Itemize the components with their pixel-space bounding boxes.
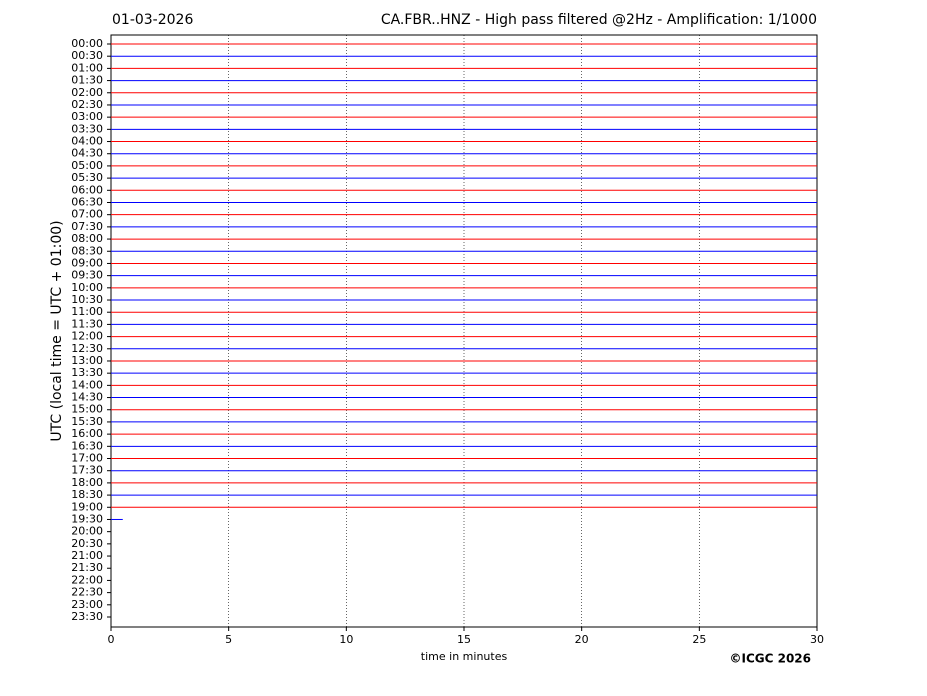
y-tick-label: 13:00 [71, 354, 103, 367]
y-axis-label: UTC (local time = UTC + 01:00) [49, 220, 65, 441]
y-tick-label: 20:00 [71, 525, 103, 538]
y-tick-label: 18:30 [71, 488, 103, 501]
y-tick-label: 11:30 [71, 317, 103, 330]
y-tick-label: 12:30 [71, 342, 103, 355]
y-tick-label: 02:30 [71, 98, 103, 111]
y-tick-label: 14:30 [71, 391, 103, 404]
y-tick-label: 11:00 [71, 305, 103, 318]
y-tick-label: 07:30 [71, 220, 103, 233]
y-tick-label: 00:30 [71, 49, 103, 62]
credit: ©ICGC 2026 [729, 652, 811, 666]
y-tick-label: 16:30 [71, 439, 103, 452]
y-tick-label: 09:30 [71, 269, 103, 282]
y-tick-label: 05:00 [71, 159, 103, 172]
y-tick-label: 10:30 [71, 293, 103, 306]
y-tick-label: 22:00 [71, 573, 103, 586]
y-tick-label: 00:00 [71, 37, 103, 50]
x-tick-label: 20 [575, 633, 589, 646]
y-tick-label: 17:30 [71, 464, 103, 477]
y-tick-label: 16:00 [71, 427, 103, 440]
y-tick-label: 06:00 [71, 183, 103, 196]
y-tick-label: 19:30 [71, 512, 103, 525]
y-tick-label: 12:00 [71, 330, 103, 343]
y-tick-label: 23:30 [71, 610, 103, 623]
chart-title: CA.FBR..HNZ - High pass filtered @2Hz - … [381, 12, 817, 28]
y-tick-label: 15:30 [71, 415, 103, 428]
y-tick-label: 19:00 [71, 500, 103, 513]
y-tick-label: 01:30 [71, 74, 103, 87]
date: 01-03-2026 [112, 12, 193, 28]
y-tick-label: 22:30 [71, 586, 103, 599]
y-tick-label: 20:30 [71, 537, 103, 550]
y-tick-label: 14:00 [71, 378, 103, 391]
x-tick-label: 15 [457, 633, 471, 646]
y-tick-label: 18:00 [71, 476, 103, 489]
y-tick-label: 17:00 [71, 452, 103, 465]
plot-frame [110, 34, 818, 628]
y-tick-label: 10:00 [71, 281, 103, 294]
y-tick-label: 05:30 [71, 171, 103, 184]
y-tick-label: 23:00 [71, 598, 103, 611]
y-tick-label: 02:00 [71, 86, 103, 99]
y-tick-label: 13:30 [71, 366, 103, 379]
x-tick-label: 25 [692, 633, 706, 646]
x-tick-label: 0 [108, 633, 115, 646]
x-axis-label: time in minutes [421, 650, 508, 663]
y-tick-label: 01:00 [71, 61, 103, 74]
y-tick-label: 03:30 [71, 122, 103, 135]
y-tick-label: 06:30 [71, 195, 103, 208]
x-tick-label: 5 [225, 633, 232, 646]
y-tick-label: 08:00 [71, 232, 103, 245]
y-tick-label: 21:00 [71, 549, 103, 562]
y-tick-label: 04:00 [71, 135, 103, 148]
y-tick-label: 04:30 [71, 147, 103, 160]
y-tick-label: 15:00 [71, 403, 103, 416]
x-tick-label: 10 [339, 633, 353, 646]
y-tick-label: 07:00 [71, 208, 103, 221]
y-tick-label: 08:30 [71, 244, 103, 257]
y-tick-label: 09:00 [71, 256, 103, 269]
y-tick-label: 03:00 [71, 110, 103, 123]
x-tick-label: 30 [810, 633, 824, 646]
y-tick-label: 21:30 [71, 561, 103, 574]
